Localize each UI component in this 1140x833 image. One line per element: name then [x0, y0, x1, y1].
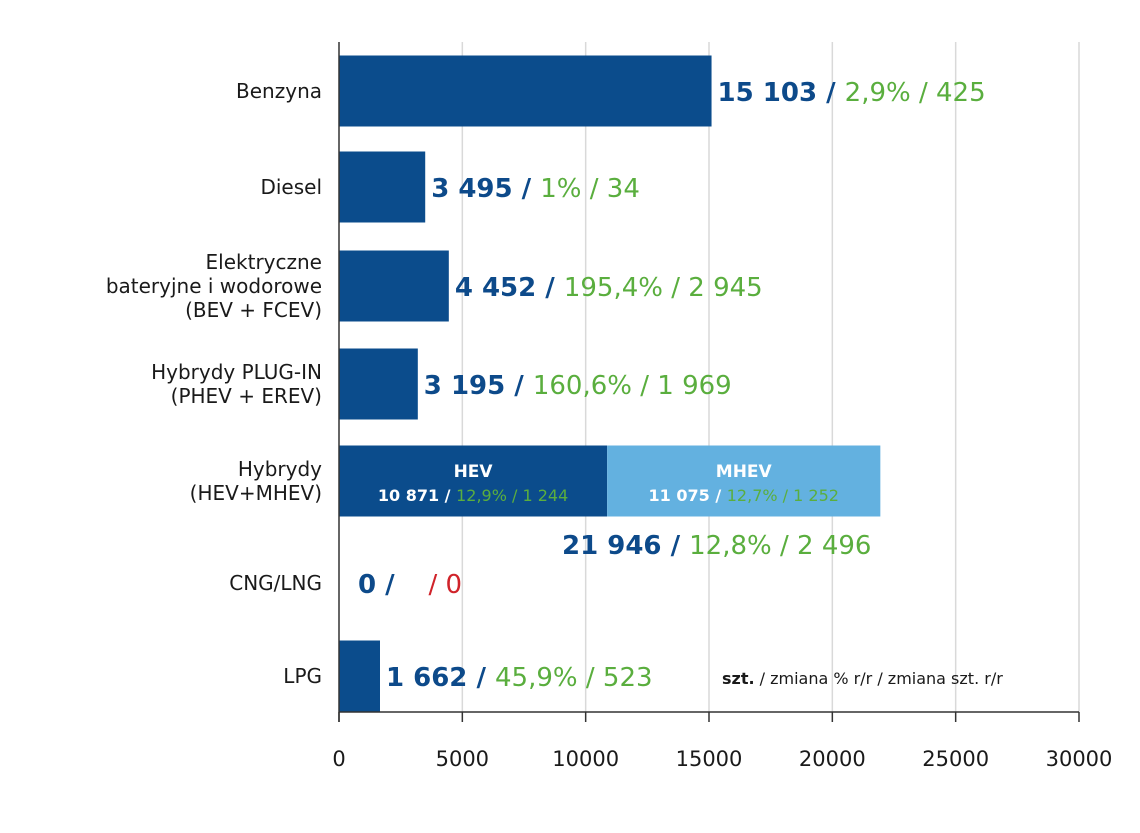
units-change: 2 496 [797, 531, 871, 561]
bar [339, 348, 418, 420]
category-label: (BEV + FCEV) [185, 298, 322, 322]
category-label: Elektryczne [206, 250, 322, 274]
units-change: 1 244 [522, 486, 568, 505]
value-label: 0 / / 0 [358, 570, 462, 600]
category-label: Hybrydy PLUG-IN [151, 360, 322, 384]
units-value: 4 452 [455, 273, 536, 303]
value-label: 11 075 / 12,7% / 1 252 [649, 486, 839, 505]
separator: / [467, 663, 495, 693]
category-label: CNG/LNG [229, 571, 322, 595]
value-label: 4 452 / 195,4% / 2 945 [455, 273, 763, 303]
pct-change: 12,7% [727, 486, 778, 505]
units-value: 11 075 [649, 486, 710, 505]
units-value: 3 495 [431, 174, 512, 204]
units-value: 1 662 [386, 663, 467, 693]
separator: / [578, 663, 603, 693]
units-change: 34 [607, 174, 640, 204]
units-change: 425 [936, 78, 986, 108]
value-label: 15 103 / 2,9% / 425 [718, 78, 986, 108]
pct-change: 160,6% [533, 371, 632, 401]
pct-change: 12,9% [456, 486, 507, 505]
segment-name: HEV [454, 462, 494, 482]
units-value: 15 103 [718, 78, 818, 108]
value-label: 3 495 / 1% / 34 [431, 174, 640, 204]
units-value: 10 871 [378, 486, 439, 505]
segment-name: MHEV [716, 462, 773, 482]
pct-change: 2,9% [845, 78, 911, 108]
units-change: 1 252 [793, 486, 839, 505]
bar [339, 151, 426, 223]
x-axis: 0 5000 10000 15000 20000 25000 30000 [332, 42, 1112, 771]
separator: / [505, 371, 533, 401]
value-label: 3 195 / 160,6% / 1 969 [424, 371, 732, 401]
gap [404, 570, 421, 600]
value-label: 1 662 / 45,9% / 523 [386, 663, 653, 693]
bar [339, 250, 449, 322]
separator: / [439, 486, 456, 505]
separator: / [662, 531, 690, 561]
separator: / [536, 273, 564, 303]
separator: / [710, 486, 727, 505]
pct-change: 1% [540, 174, 581, 204]
legend-note: szt. / zmiana % r/r / zmiana szt. r/r [722, 669, 1003, 688]
bar-segment-mhev [607, 445, 881, 517]
bar [339, 640, 380, 712]
legend-rest: / zmiana % r/r / zmiana szt. r/r [755, 669, 1004, 688]
separator: / [911, 78, 936, 108]
bar-segment-hev [339, 445, 608, 517]
x-tick-label: 10000 [552, 747, 619, 771]
category-label: (PHEV + EREV) [171, 384, 322, 408]
pct-change: 195,4% [564, 273, 663, 303]
units-change: 523 [603, 663, 653, 693]
separator: / [581, 174, 606, 204]
separator: / [507, 486, 523, 505]
units-change: 0 [446, 570, 463, 600]
category-label: (HEV+MHEV) [190, 481, 322, 505]
x-tick-label: 25000 [922, 747, 989, 771]
units-value: 3 195 [424, 371, 505, 401]
units-change: 1 969 [657, 371, 731, 401]
x-tick-label: 0 [332, 747, 345, 771]
x-tick-label: 20000 [799, 747, 866, 771]
bar [339, 55, 712, 127]
gridlines [461, 42, 1080, 712]
separator: / [817, 78, 845, 108]
units-value: 21 946 [562, 531, 662, 561]
units-value: 0 [358, 570, 376, 600]
value-labels: 15 103 / 2,9% / 425 3 495 / 1% / 34 4 452 … [358, 78, 986, 693]
pct-change: 12,8% [689, 531, 772, 561]
x-tick-label: 5000 [436, 747, 489, 771]
bars [339, 55, 881, 712]
legend-unit: szt. [722, 669, 755, 688]
separator: / [772, 531, 797, 561]
category-label: bateryjne i wodorowe [106, 274, 322, 298]
pct-change: 45,9% [495, 663, 578, 693]
value-label: 10 871 / 12,9% / 1 244 [378, 486, 568, 505]
category-label: LPG [283, 664, 322, 688]
x-tick-label: 30000 [1046, 747, 1113, 771]
separator: / [778, 486, 794, 505]
separator: / [420, 570, 445, 600]
category-label: Diesel [260, 175, 322, 199]
units-change: 2 945 [688, 273, 762, 303]
separator: / [663, 273, 688, 303]
separator: / [376, 570, 404, 600]
separator: / [513, 174, 541, 204]
x-tick-label: 15000 [676, 747, 743, 771]
category-label: Hybrydy [238, 457, 322, 481]
value-label: 21 946 / 12,8% / 2 496 [562, 531, 871, 561]
category-label: Benzyna [236, 79, 322, 103]
separator: / [632, 371, 657, 401]
